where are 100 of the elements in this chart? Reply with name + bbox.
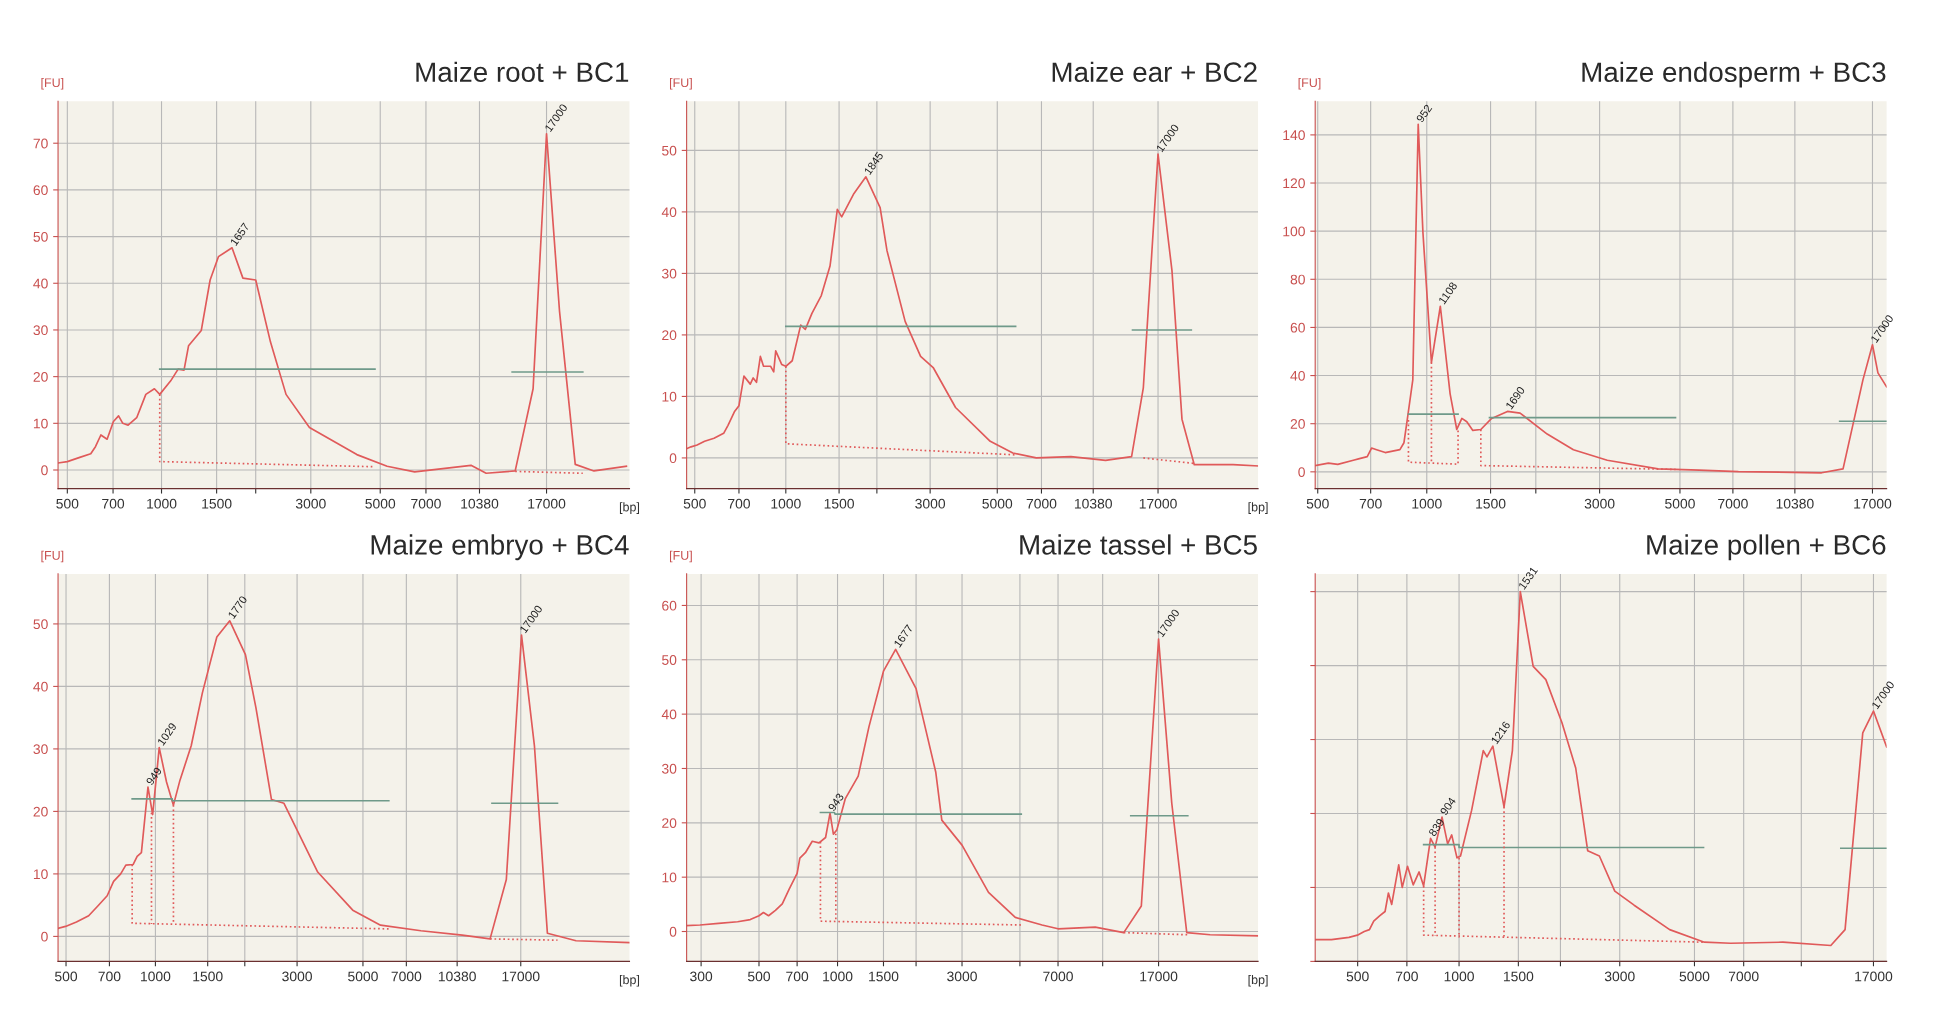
x-tick-label: 700: [1396, 971, 1418, 982]
x-tick-label: 10380: [1074, 498, 1112, 509]
y-axis-title: [FU]: [1298, 77, 1321, 90]
x-tick-label: 1500: [1503, 971, 1534, 982]
x-tick-label: 3000: [282, 971, 312, 982]
y-tick-label: 20: [662, 330, 677, 341]
y-tick-label: 0: [669, 926, 677, 937]
x-axis-title: [bp]: [619, 974, 640, 987]
y-tick-label: 40: [1290, 370, 1305, 381]
x-tick-label: 5000: [1679, 971, 1710, 982]
x-tick-label: 500: [1346, 971, 1369, 982]
y-tick-label: 10: [662, 391, 677, 402]
chart-title: Maize root + BC1: [416, 61, 629, 83]
x-tick-label: 1000: [771, 498, 801, 509]
y-tick-label: 40: [661, 207, 677, 218]
x-tick-label: 500: [747, 971, 771, 982]
y-tick-label: 20: [33, 806, 48, 817]
x-tick-label: 3000: [1604, 971, 1635, 982]
x-tick-label: 1500: [1476, 498, 1506, 509]
y-tick-label: 30: [661, 763, 677, 774]
x-tick-label: 500: [1306, 498, 1329, 509]
y-tick-label: 140: [1283, 130, 1305, 141]
y-tick-label: 50: [662, 145, 677, 156]
x-tick-label: 700: [1359, 498, 1382, 509]
x-tick-label: 1500: [202, 498, 232, 509]
x-tick-label: 700: [102, 498, 125, 509]
y-tick-label: 20: [1290, 419, 1305, 429]
y-tick-label: 0: [41, 931, 48, 942]
y-tick-label: 0: [41, 465, 48, 476]
x-tick-label: 7000: [1026, 498, 1057, 509]
y-tick-label: 10: [662, 872, 677, 883]
y-tick-label: 0: [1298, 467, 1305, 477]
y-tick-label: 50: [662, 655, 677, 665]
chart-title: Maize endosperm + BC3: [1582, 61, 1886, 88]
y-tick-label: 30: [33, 744, 48, 755]
y-tick-label: 80: [1290, 274, 1305, 285]
x-tick-label: 5000: [1665, 498, 1695, 509]
x-tick-label: 500: [55, 971, 78, 982]
chart-title: Maize embryo + BC4: [371, 534, 629, 561]
y-tick-label: 10: [33, 418, 48, 429]
x-tick-label: 5000: [348, 971, 378, 982]
x-tick-label: 7000: [391, 971, 422, 982]
y-tick-label: 40: [33, 278, 48, 289]
x-tick-label: 5000: [365, 498, 396, 509]
x-axis-title: [bp]: [1248, 502, 1268, 514]
x-tick-label: 17000: [1854, 498, 1892, 509]
x-tick-label: 7000: [1718, 498, 1748, 509]
y-tick-label: 120: [1283, 178, 1305, 189]
x-tick-label: 3000: [915, 498, 946, 509]
y-tick-label: 30: [661, 268, 677, 279]
x-tick-label: 7000: [1728, 971, 1759, 982]
y-tick-label: 60: [1290, 322, 1305, 333]
x-tick-label: 3000: [947, 971, 977, 982]
x-tick-label: 10380: [438, 971, 476, 982]
y-tick-label: 30: [33, 325, 48, 336]
x-tick-label: 1000: [823, 971, 853, 982]
y-tick-label: 50: [33, 619, 48, 630]
x-tick-label: 17000: [1139, 498, 1177, 509]
y-axis-title: [FU]: [670, 550, 692, 563]
x-axis-title: [bp]: [619, 502, 640, 514]
y-axis-title: [FU]: [41, 77, 64, 90]
x-tick-label: 700: [728, 498, 750, 509]
x-tick-label: 17000: [528, 498, 566, 509]
x-tick-label: 500: [56, 498, 79, 509]
x-tick-label: 1500: [869, 971, 899, 982]
y-tick-label: 20: [33, 371, 48, 382]
annotation: 839: [1428, 817, 1445, 837]
x-tick-label: 17000: [1140, 971, 1178, 982]
y-tick-label: 50: [33, 231, 48, 242]
x-tick-label: 5000: [982, 498, 1013, 509]
y-tick-label: 0: [669, 453, 677, 464]
chart-title: Maize ear + BC2: [1052, 61, 1257, 83]
x-tick-label: 17000: [1855, 971, 1893, 982]
x-tick-label: 10380: [1776, 498, 1814, 509]
y-tick-label: 10: [33, 869, 48, 880]
x-tick-label: 17000: [502, 971, 540, 982]
annotation: 904: [1439, 796, 1457, 816]
x-tick-label: 10380: [461, 498, 499, 509]
y-tick-label: 100: [1283, 226, 1305, 237]
annotation: 952: [1415, 104, 1433, 123]
y-tick-label: 40: [33, 681, 48, 692]
y-tick-label: 60: [662, 600, 677, 611]
x-tick-label: 1500: [824, 498, 854, 509]
y-tick-label: 40: [661, 709, 677, 720]
x-tick-label: 3000: [295, 498, 326, 509]
y-axis-title: [FU]: [670, 77, 692, 90]
x-tick-label: 500: [683, 498, 706, 509]
y-tick-label: 60: [33, 185, 48, 196]
x-tick-label: 300: [690, 971, 713, 982]
x-tick-label: 3000: [1584, 498, 1615, 509]
x-tick-label: 700: [786, 971, 809, 982]
annotation: 943: [827, 792, 845, 812]
x-tick-label: 7000: [411, 498, 441, 509]
x-tick-label: 7000: [1043, 971, 1073, 982]
x-tick-label: 1000: [141, 971, 171, 982]
y-tick-label: 70: [33, 138, 48, 149]
x-tick-label: 1000: [1444, 971, 1474, 982]
x-axis-title: [bp]: [1248, 974, 1268, 987]
y-axis-title: [FU]: [41, 550, 64, 563]
chart-title: Maize pollen + BC6: [1647, 534, 1886, 561]
